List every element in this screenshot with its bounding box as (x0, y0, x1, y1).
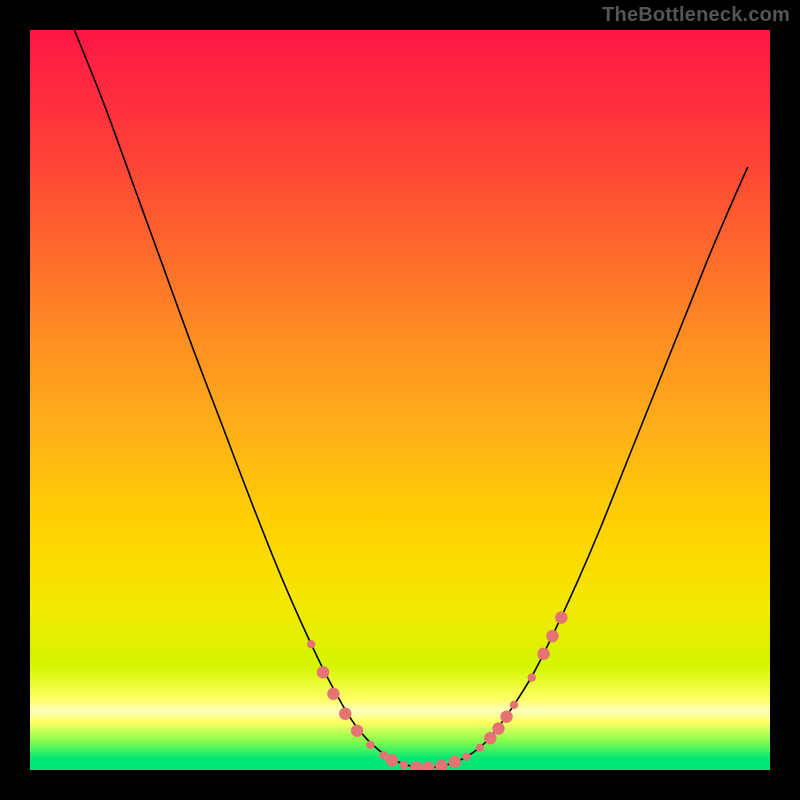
plot-area (30, 30, 770, 770)
highlight-dot (546, 630, 558, 642)
highlight-dot (366, 741, 374, 749)
highlight-dot (449, 756, 461, 768)
highlight-dot (555, 611, 567, 623)
watermark-text: TheBottleneck.com (602, 4, 790, 27)
bottleneck-chart (30, 30, 770, 770)
highlight-dot (400, 761, 408, 769)
highlight-dot (484, 732, 496, 744)
highlight-dot (476, 744, 484, 752)
highlight-dot (500, 711, 512, 723)
highlight-dot (351, 725, 363, 737)
highlight-dot (537, 648, 549, 660)
highlight-dot (528, 673, 536, 681)
highlight-dot (386, 754, 398, 766)
highlight-dot (339, 708, 351, 720)
gradient-background (30, 30, 770, 770)
highlight-dot (317, 666, 329, 678)
highlight-dot (462, 752, 470, 760)
highlight-dot (510, 701, 518, 709)
highlight-dot (492, 722, 504, 734)
highlight-dot (307, 640, 315, 648)
highlight-dot (327, 688, 339, 700)
